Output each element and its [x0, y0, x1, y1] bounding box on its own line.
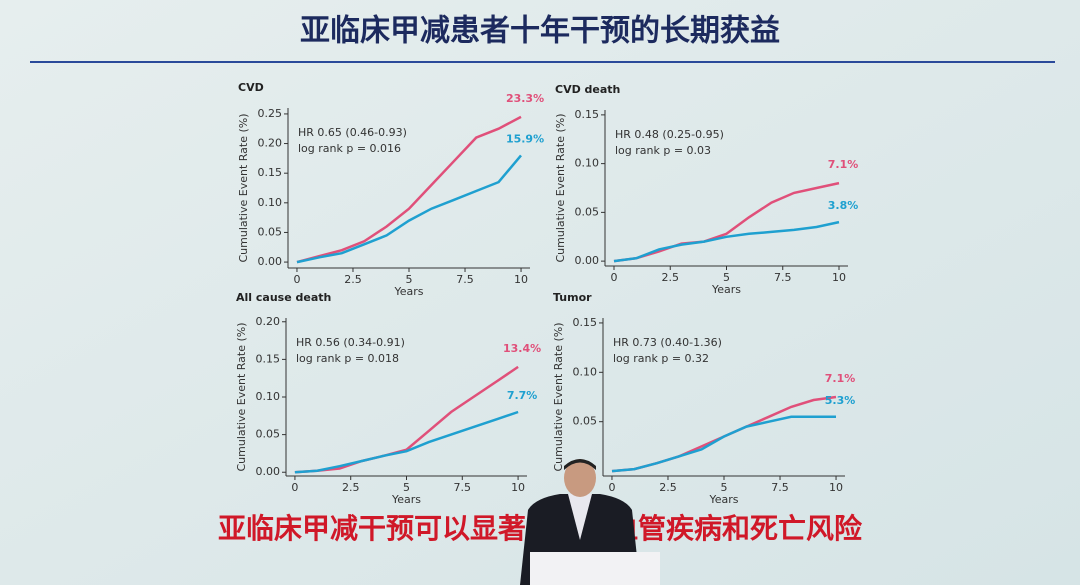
x-tick-label: 7.5 [454, 481, 472, 494]
x-tick-label: 10 [514, 273, 528, 286]
x-tick-label: 5 [406, 273, 413, 286]
y-tick-label: 0.00 [258, 255, 283, 268]
x-tick-label: 5 [721, 481, 728, 494]
y-tick-label: 0.15 [258, 166, 283, 179]
y-tick-label: 0.10 [575, 157, 600, 170]
end-label: 23.3% [506, 92, 544, 105]
y-tick-label: 0.15 [575, 108, 600, 121]
end-label: 5.3% [825, 394, 856, 407]
x-tick-label: 10 [832, 271, 846, 284]
annotation: HR 0.65 (0.46-0.93) [298, 126, 407, 139]
slide-title: 亚临床甲减患者十年干预的长期获益 [300, 14, 780, 49]
chart-title: CVD [238, 81, 264, 94]
x-axis-label: Years [711, 283, 741, 296]
km-curve [296, 115, 522, 264]
x-tick-label: 7.5 [774, 271, 792, 284]
y-axis-label: Cumulative Event Rate (%) [237, 113, 250, 262]
x-tick-label: 2.5 [662, 271, 680, 284]
annotation: log rank p = 0.03 [615, 144, 711, 157]
end-label: 15.9% [506, 132, 544, 145]
y-tick-label: 0.15 [256, 352, 281, 365]
y-tick-label: 0.15 [573, 316, 598, 329]
x-tick-label: 2.5 [344, 273, 362, 286]
km-curve [611, 415, 836, 473]
x-tick-label: 0 [608, 481, 615, 494]
chart-title: All cause death [236, 291, 331, 304]
km-curve [613, 220, 840, 263]
annotation: log rank p = 0.018 [296, 352, 399, 365]
x-tick-label: 0 [293, 273, 300, 286]
x-tick-label: 0 [611, 271, 618, 284]
x-tick-label: 5 [403, 481, 410, 494]
annotation: HR 0.73 (0.40-1.36) [613, 336, 722, 349]
km-curve [294, 410, 519, 474]
km-curve [294, 365, 519, 474]
x-axis-label: Years [393, 285, 423, 298]
x-axis-label: Years [708, 493, 738, 506]
annotation: log rank p = 0.016 [298, 142, 401, 155]
end-label: 3.8% [828, 199, 859, 212]
x-tick-label: 10 [829, 481, 843, 494]
x-tick-label: 0 [291, 481, 298, 494]
end-label: 13.4% [503, 342, 541, 355]
y-tick-label: 0.00 [575, 254, 600, 267]
x-tick-label: 7.5 [771, 481, 789, 494]
y-axis-label: Cumulative Event Rate (%) [554, 113, 567, 262]
speaker [520, 459, 660, 585]
y-tick-label: 0.10 [573, 365, 598, 378]
x-tick-label: 5 [723, 271, 730, 284]
chart-title: Tumor [553, 291, 592, 304]
y-tick-label: 0.00 [256, 465, 281, 478]
y-tick-label: 0.05 [573, 415, 598, 428]
y-tick-label: 0.25 [258, 107, 283, 120]
y-tick-label: 0.20 [258, 137, 283, 150]
x-axis-label: Years [391, 493, 421, 506]
y-tick-label: 0.10 [258, 196, 283, 209]
end-label: 7.1% [825, 372, 856, 385]
km-curve [296, 154, 522, 264]
y-tick-label: 0.05 [258, 225, 283, 238]
y-tick-label: 0.05 [575, 205, 600, 218]
x-tick-label: 10 [511, 481, 525, 494]
y-tick-label: 0.05 [256, 428, 281, 441]
chart-title: CVD death [555, 83, 620, 96]
annotation: HR 0.56 (0.34-0.91) [296, 336, 405, 349]
charts: CVD 0.00 0.05 0.10 0.15 0.20 0.25 0 2.5 5 7.5 10 Yea… [235, 81, 858, 506]
x-tick-label: 2.5 [342, 481, 360, 494]
annotation: HR 0.48 (0.25-0.95) [615, 128, 724, 141]
y-tick-label: 0.20 [256, 315, 281, 328]
x-tick-label: 2.5 [659, 481, 677, 494]
y-tick-label: 0.10 [256, 390, 281, 403]
annotation: log rank p = 0.32 [613, 352, 709, 365]
y-axis-label: Cumulative Event Rate (%) [552, 322, 565, 471]
y-axis-label: Cumulative Event Rate (%) [235, 322, 248, 471]
end-label: 7.7% [507, 389, 538, 402]
x-tick-label: 7.5 [456, 273, 474, 286]
end-label: 7.1% [828, 158, 859, 171]
